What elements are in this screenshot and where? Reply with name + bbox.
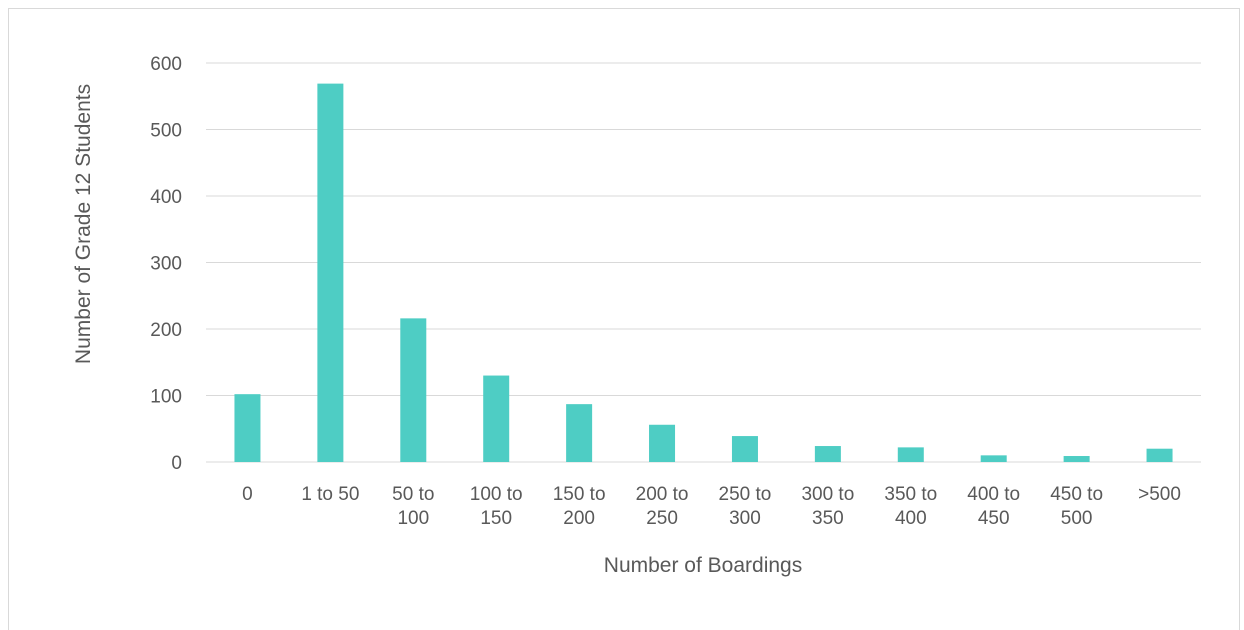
bar: [400, 318, 427, 462]
bar: [731, 436, 758, 462]
bar: [980, 455, 1007, 462]
x-tick-label: 400 to 450: [967, 484, 1020, 529]
y-tick-label: 600: [150, 54, 182, 75]
gridlines: [206, 62, 1201, 463]
x-tick-label: >500: [1138, 484, 1181, 505]
bar: [317, 83, 344, 463]
y-tick-label: 0: [171, 453, 182, 474]
bar: [897, 447, 924, 462]
y-tick-label: 500: [150, 121, 182, 142]
bar: [1146, 448, 1173, 462]
x-tick-label: 200 to 250: [636, 484, 689, 529]
bar: [234, 394, 261, 462]
y-tick-label: 200: [150, 320, 182, 341]
bar: [483, 375, 510, 462]
x-tick-label: 150 to 200: [553, 484, 606, 529]
y-tick-label: 100: [150, 387, 182, 408]
x-tick-label: 450 to 500: [1050, 484, 1103, 529]
bar: [814, 446, 841, 462]
x-tick-label: 250 to 300: [719, 484, 772, 529]
bar: [649, 424, 676, 462]
x-tick-label: 350 to 400: [884, 484, 937, 529]
x-axis-ticks: 0 1 to 50 50 to 100 100 to 150 150 to 200 200 to…: [242, 484, 1181, 529]
chart-frame: [8, 8, 1240, 630]
x-axis-title: Number of Boardings: [604, 554, 802, 577]
x-tick-label: 1 to 50: [301, 484, 359, 505]
y-tick-label: 300: [150, 254, 182, 275]
bar: [566, 404, 593, 462]
x-tick-label: 100 to 150: [470, 484, 523, 529]
x-tick-label: 300 to 350: [801, 484, 854, 529]
x-tick-label: 0: [242, 484, 253, 505]
y-axis-title: Number of Grade 12 Students: [72, 84, 95, 364]
y-tick-label: 400: [150, 187, 182, 208]
y-axis-ticks: 0 100 200 300 400 500 600: [150, 54, 182, 474]
bars: [234, 83, 1173, 463]
x-tick-label: 50 to 100: [392, 484, 434, 529]
bar: [1063, 456, 1090, 462]
